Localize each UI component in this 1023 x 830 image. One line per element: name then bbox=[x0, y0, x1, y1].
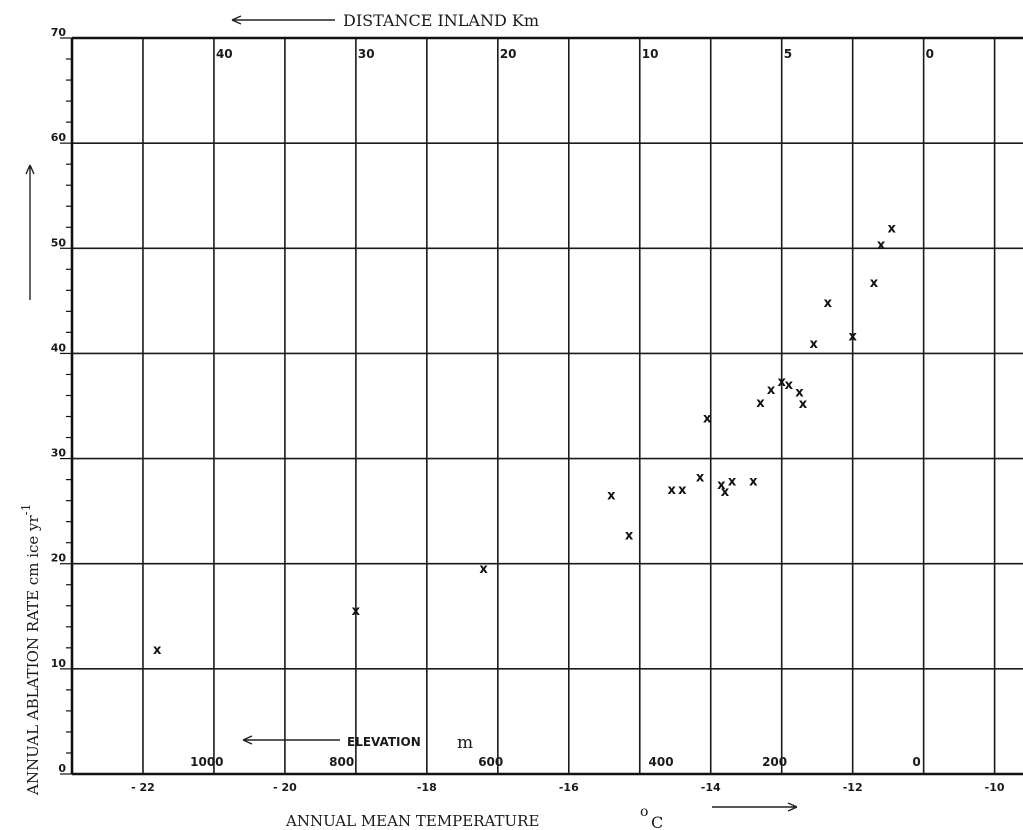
elevation-label: ELEVATION bbox=[347, 735, 421, 749]
x-axis-unit: C bbox=[651, 813, 663, 830]
elevation-arrow bbox=[242, 735, 340, 745]
elevation-labels: 1000 800 600 400 200 0 bbox=[190, 755, 921, 769]
data-point: x bbox=[767, 383, 776, 398]
data-point: x bbox=[888, 221, 897, 236]
data-point: x bbox=[809, 337, 818, 352]
data-point: x bbox=[625, 528, 634, 543]
data-point: x bbox=[703, 412, 712, 427]
data-point: x bbox=[479, 562, 488, 577]
distance-labels: 40 30 20 10 5 0 bbox=[216, 47, 934, 61]
y-tick-label: 60 bbox=[51, 131, 67, 144]
data-point: x bbox=[795, 385, 804, 400]
x-tick-label: -10 bbox=[985, 781, 1005, 794]
y-tick-labels: 0 10 20 30 40 50 60 70 bbox=[51, 26, 67, 775]
temperature-arrow bbox=[712, 802, 798, 812]
data-point: x bbox=[848, 330, 857, 345]
top-axis-title: DISTANCE INLAND Km bbox=[343, 11, 539, 30]
x-tick-label: - 22 bbox=[131, 781, 155, 794]
x-axis-unit-degree: o bbox=[640, 804, 648, 820]
y-tick-label: 20 bbox=[51, 552, 67, 565]
data-point: x bbox=[728, 475, 737, 490]
data-point: x bbox=[785, 378, 794, 393]
distance-arrow bbox=[231, 15, 335, 25]
x-tick-label: -12 bbox=[843, 781, 863, 794]
y-tick-label: 40 bbox=[51, 341, 67, 354]
elevation-tick-label: 600 bbox=[478, 755, 503, 769]
elevation-unit: m bbox=[457, 733, 473, 753]
data-point: x bbox=[721, 485, 730, 500]
y-tick-label: 70 bbox=[51, 26, 67, 39]
x-tick-labels: - 22 - 20 -18 -16 -14 -12 -10 bbox=[131, 781, 1005, 794]
distance-label: 5 bbox=[784, 47, 792, 61]
y-tick-label: 0 bbox=[58, 762, 66, 775]
plot-frame bbox=[60, 36, 1023, 776]
x-tick-label: - 20 bbox=[273, 781, 297, 794]
data-point: x bbox=[756, 396, 765, 411]
data-point: x bbox=[749, 475, 758, 490]
y-tick-label: 10 bbox=[51, 657, 67, 670]
y-axis-title-group: ANNUAL ABLATION RATE cm ice yr-1 bbox=[19, 504, 42, 796]
elevation-tick-label: 200 bbox=[762, 755, 787, 769]
x-tick-label: -18 bbox=[417, 781, 437, 794]
y-axis-arrow bbox=[25, 164, 35, 300]
data-point: x bbox=[870, 276, 879, 291]
data-point: x bbox=[153, 643, 162, 658]
data-point: x bbox=[352, 604, 361, 619]
elevation-tick-label: 800 bbox=[329, 755, 354, 769]
x-tick-label: -16 bbox=[559, 781, 579, 794]
data-point: x bbox=[678, 483, 687, 498]
distance-label: 20 bbox=[500, 47, 517, 61]
y-tick-label: 30 bbox=[51, 447, 67, 460]
distance-label: 0 bbox=[926, 47, 934, 61]
data-point: x bbox=[668, 483, 677, 498]
data-point: x bbox=[824, 296, 833, 311]
distance-label: 30 bbox=[358, 47, 375, 61]
distance-label: 40 bbox=[216, 47, 233, 61]
elevation-tick-label: 0 bbox=[912, 755, 920, 769]
data-point: x bbox=[607, 488, 616, 503]
elevation-tick-label: 1000 bbox=[190, 755, 223, 769]
y-tick-label: 50 bbox=[51, 236, 67, 249]
data-point: x bbox=[696, 470, 705, 485]
x-axis-title: ANNUAL MEAN TEMPERATURE bbox=[285, 812, 539, 830]
data-point: x bbox=[717, 478, 726, 493]
data-point: x bbox=[799, 397, 808, 412]
data-point: x bbox=[877, 238, 886, 253]
y-axis-title: ANNUAL ABLATION RATE cm ice yr-1 bbox=[19, 504, 42, 796]
grid-lines bbox=[71, 37, 1023, 775]
x-tick-label: -14 bbox=[701, 781, 721, 794]
elevation-tick-label: 400 bbox=[649, 755, 674, 769]
distance-label: 10 bbox=[642, 47, 659, 61]
data-point: x bbox=[778, 375, 787, 390]
